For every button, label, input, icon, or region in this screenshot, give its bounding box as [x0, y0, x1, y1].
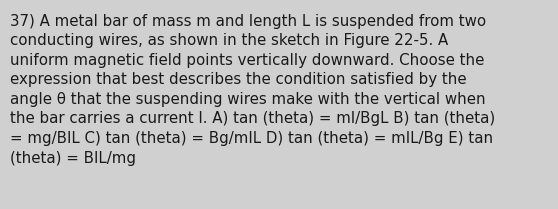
Text: 37) A metal bar of mass m and length L is suspended from two
conducting wires, a: 37) A metal bar of mass m and length L i… — [10, 14, 496, 166]
